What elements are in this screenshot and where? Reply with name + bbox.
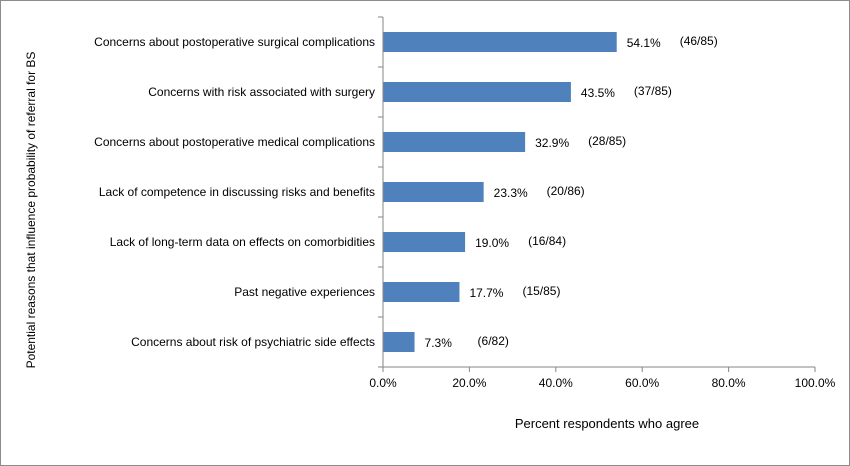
value-label: 54.1%	[627, 36, 661, 50]
x-tick-label: 0.0%	[369, 376, 397, 390]
value-label: 19.0%	[475, 236, 509, 250]
bar	[383, 232, 466, 252]
count-label: (46/85)	[680, 34, 718, 48]
y-axis-title: Potential reasons that influence probabi…	[24, 52, 38, 369]
count-label: (6/82)	[478, 334, 509, 348]
category-label: Past negative experiences	[234, 285, 375, 299]
count-label: (37/85)	[634, 84, 672, 98]
count-label: (20/86)	[547, 184, 585, 198]
value-label: 43.5%	[581, 86, 615, 100]
category-label: Concerns with risk associated with surge…	[148, 85, 375, 99]
count-label: (28/85)	[588, 134, 626, 148]
x-tick-label: 60.0%	[625, 376, 659, 390]
bar	[383, 332, 415, 352]
bar	[383, 182, 484, 202]
category-label: Lack of competence in discussing risks a…	[99, 185, 375, 199]
x-tick-label: 100.0%	[795, 376, 836, 390]
x-tick-label: 40.0%	[539, 376, 573, 390]
x-tick-label: 20.0%	[452, 376, 486, 390]
axes-group	[382, 17, 815, 368]
count-label: (16/84)	[528, 234, 566, 248]
value-label: 7.3%	[425, 336, 453, 350]
count-label: (15/85)	[522, 284, 560, 298]
category-label: Lack of long-term data on effects on com…	[110, 235, 375, 249]
value-label: 17.7%	[469, 286, 503, 300]
value-label: 32.9%	[535, 136, 569, 150]
bar	[383, 282, 460, 302]
bar	[383, 132, 526, 152]
category-label: Concerns about postoperative medical com…	[94, 135, 375, 149]
x-axis-title: Percent respondents who agree	[515, 416, 699, 431]
value-label: 23.3%	[494, 186, 528, 200]
bar	[383, 32, 617, 52]
bars-group	[383, 32, 617, 352]
bar	[383, 82, 571, 102]
x-tick-label: 80.0%	[712, 376, 746, 390]
category-label: Concerns about postoperative surgical co…	[94, 35, 375, 49]
category-label: Concerns about risk of psychiatric side …	[131, 335, 375, 349]
labels-group: Concerns about postoperative surgical co…	[94, 34, 718, 350]
ticks-group: 0.0% 20.0% 40.0% 60.0% 80.0% 100.0%	[369, 16, 836, 390]
